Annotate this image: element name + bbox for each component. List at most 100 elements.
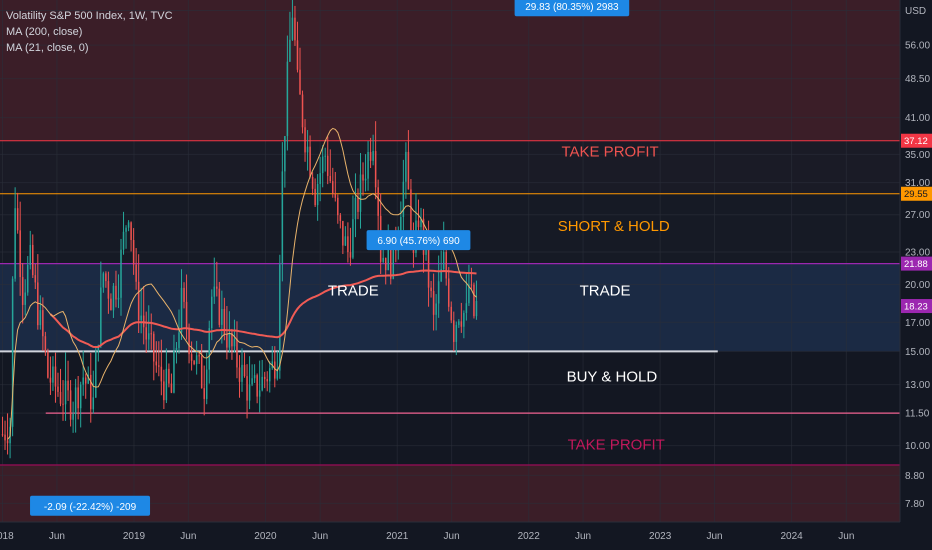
candle-body — [274, 361, 276, 379]
candle-body — [57, 386, 59, 392]
candle-body — [437, 281, 440, 304]
candle-body — [54, 366, 57, 387]
candle-body — [337, 197, 339, 216]
candle-body — [372, 151, 374, 161]
candle-body — [122, 231, 125, 250]
zone-label: TAKE PROFIT — [568, 437, 665, 454]
candle-body — [153, 333, 155, 362]
price-tag — [901, 133, 932, 148]
time-tick-label: 2022 — [518, 531, 541, 542]
candle-body — [90, 374, 92, 410]
time-tick-label: Jun — [444, 531, 460, 542]
candle-body — [198, 355, 200, 357]
time-tick-label: 2021 — [386, 531, 409, 542]
candle-body — [158, 365, 160, 367]
price-tick-label: 8.80 — [905, 471, 925, 482]
candle-body — [445, 251, 447, 279]
candle-body — [69, 390, 72, 420]
price-tick-label: 48.50 — [905, 74, 930, 85]
candle-body — [29, 244, 32, 266]
time-tick-label: Jun — [49, 531, 65, 542]
zone-label: TAKE PROFIT — [561, 143, 658, 160]
measure-box-label: 6.90 (45.76%) 690 — [377, 236, 460, 247]
zone-label: SHORT & HOLD — [558, 218, 670, 235]
price-tag-label: 29.55 — [904, 189, 928, 200]
candle-body — [170, 383, 173, 393]
price-tick-label: 41.00 — [905, 113, 930, 124]
candle-body — [84, 377, 87, 384]
price-tag — [901, 186, 932, 201]
time-tick-label: Jun — [838, 531, 854, 542]
candle-body — [208, 328, 210, 370]
candle-body — [344, 236, 347, 246]
measure-box-label: 29.83 (80.35%) 2983 — [525, 2, 619, 13]
candle-body — [175, 347, 178, 351]
price-tag-label: 18.23 — [904, 302, 928, 313]
candle-body — [19, 230, 21, 278]
time-axis[interactable]: 2018 Jun 2019 Jun 2020 Jun 2021 Jun 2022 Jun 2023 J… — [0, 521, 900, 550]
candle-body — [324, 155, 326, 157]
zone-labels-layer: TAKE PROFIT SHORT & HOLD TRADE TRADE BUY & H… — [328, 143, 670, 453]
legend-title[interactable]: Volatility S&P 500 Index, 1W, TVC — [6, 10, 173, 22]
candle-body — [190, 354, 193, 361]
legend-ma21[interactable]: MA (21, close, 0) — [6, 42, 89, 54]
candle-body — [311, 176, 314, 189]
candle-body — [160, 366, 163, 382]
candle-body — [130, 222, 132, 241]
time-tick-label: 2023 — [649, 531, 672, 542]
candle-body — [268, 368, 271, 382]
time-tick-label: Jun — [575, 531, 591, 542]
zone-label: TRADE — [580, 283, 631, 300]
candle-body — [39, 310, 42, 326]
candle-body — [326, 155, 329, 176]
candle-body — [352, 219, 354, 258]
candle-body — [163, 381, 165, 401]
candle-body — [115, 285, 117, 300]
measures-layer: 29.83 (80.35%) 2983 6.90 (45.76%) 690 -2.0… — [30, 0, 630, 516]
candle-body — [316, 184, 319, 206]
candle-body — [387, 244, 389, 271]
candle-body — [425, 246, 427, 255]
candle-body — [49, 377, 52, 383]
price-axis[interactable]: USD 56.00 48.50 41.00 35.00 31.00 27.00 23.00 20… — [899, 0, 932, 550]
price-tick-label: 10.00 — [905, 441, 930, 452]
candle-body — [362, 174, 364, 181]
candle-body — [79, 384, 82, 409]
legend-ma200[interactable]: MA (200, close) — [6, 26, 83, 38]
candle-body — [329, 175, 332, 182]
candle-body — [120, 249, 122, 298]
candle-body — [34, 275, 37, 283]
price-tag-label: 21.88 — [904, 259, 928, 270]
measure-box: 6.90 (45.76%) 690 — [366, 230, 471, 251]
candle-body — [64, 380, 67, 405]
candle-body — [447, 278, 450, 307]
zone-label: TRADE — [328, 283, 379, 300]
candle-body — [435, 303, 437, 315]
measure-box: 29.83 (80.35%) 2983 — [514, 0, 630, 17]
candle-body — [390, 244, 392, 279]
price-tick-label: 11.50 — [905, 409, 930, 420]
candle-body — [463, 312, 465, 327]
candle-body — [284, 136, 286, 172]
candle-body — [95, 351, 97, 398]
candle-body — [87, 374, 89, 384]
candle-body — [258, 390, 261, 397]
candle-body — [473, 284, 475, 317]
price-tag-label: 37.12 — [904, 136, 928, 147]
candle-body — [296, 40, 299, 70]
time-tick-label: 2018 — [0, 531, 14, 542]
candle-body — [364, 178, 367, 181]
candle-body — [458, 321, 460, 325]
candle-body — [256, 375, 258, 397]
candle-body — [205, 369, 208, 399]
candle-body — [216, 286, 218, 289]
candle-body — [102, 273, 105, 288]
candle-body — [1, 434, 4, 436]
candle-body — [223, 309, 226, 335]
candle-body — [455, 324, 458, 342]
candle-body — [299, 69, 301, 95]
levels-layer — [0, 140, 900, 466]
candle-body — [465, 303, 468, 313]
